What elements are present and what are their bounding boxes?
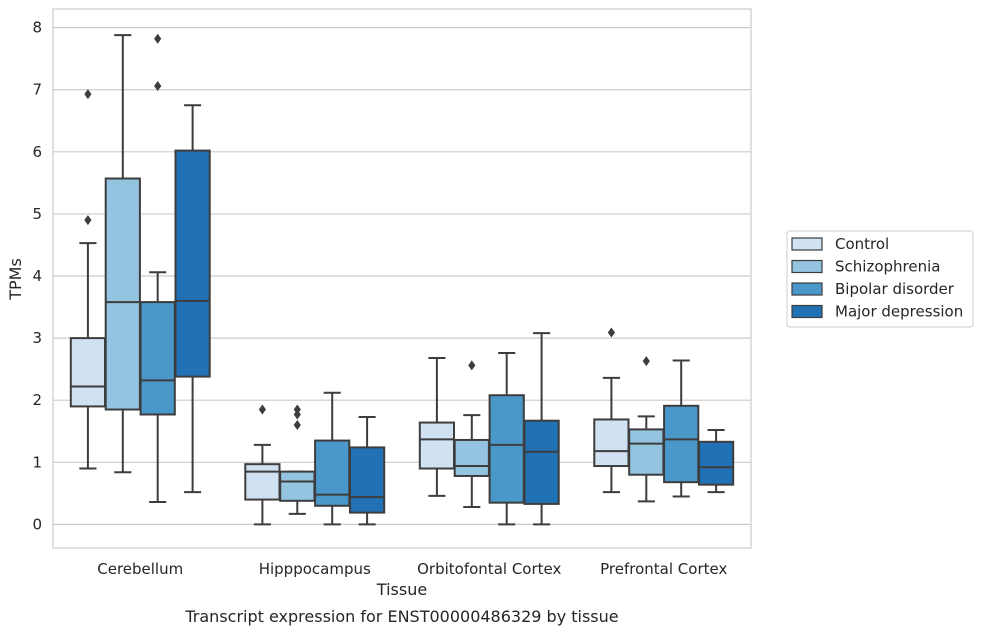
box-group (453, 360, 490, 509)
x-tick-label: Orbitofontal Cortex (417, 560, 561, 578)
outlier-point (293, 404, 301, 415)
box (348, 446, 386, 514)
y-tick-label: 3 (32, 329, 42, 347)
x-axis-label: Tissue (376, 580, 427, 599)
legend-label: Bipolar disorder (835, 280, 955, 298)
legend: Control Schizophrenia Bipolar disorder Majo… (786, 230, 974, 328)
x-axis-ticks: Cerebellum Hipppocampus Orbitofontal Corte… (97, 560, 727, 578)
outlier-point (293, 420, 301, 431)
box-group (69, 89, 107, 470)
y-tick-label: 7 (32, 81, 42, 99)
plot-frame (52, 8, 752, 549)
box (593, 418, 630, 468)
box (418, 421, 456, 470)
box-plots (69, 33, 735, 526)
box-group (663, 359, 700, 498)
outlier-point (642, 356, 650, 367)
box (244, 463, 281, 501)
outlier-point (84, 89, 92, 100)
outlier-point (154, 81, 162, 91)
box-group (488, 352, 525, 526)
y-tick-label: 1 (32, 453, 42, 471)
legend-frame (786, 230, 974, 328)
legend-swatch (791, 237, 823, 251)
y-tick-label: 4 (32, 267, 42, 285)
box (104, 177, 141, 411)
outlier-point (84, 215, 92, 226)
legend-swatch (791, 304, 823, 319)
outlier-point (154, 33, 162, 44)
box (663, 404, 700, 484)
x-tick-label: Prefrontal Cortex (600, 560, 727, 578)
box-group (523, 332, 560, 526)
box-group (279, 404, 316, 515)
box-group (348, 415, 386, 526)
legend-swatch (791, 259, 823, 274)
y-tick-label: 6 (32, 143, 42, 161)
box (697, 440, 735, 486)
outlier-point (607, 327, 615, 338)
y-tick-label: 0 (32, 515, 42, 533)
box-group (104, 34, 141, 474)
chart-caption: Transcript expression for ENST0000048632… (184, 607, 618, 626)
outlier-point (468, 360, 476, 371)
y-tick-label: 8 (32, 19, 42, 37)
y-tick-label: 5 (32, 205, 42, 223)
box (488, 394, 525, 504)
box-group (593, 327, 630, 494)
y-tick-label: 2 (32, 391, 42, 409)
box (69, 337, 107, 408)
legend-label: Major depression (835, 303, 963, 321)
box-group (628, 356, 665, 503)
box-group (314, 391, 351, 526)
box (279, 470, 316, 502)
y-axis-label: TPMs (6, 258, 25, 301)
legend-label: Control (835, 235, 889, 253)
box (314, 439, 351, 507)
box (523, 419, 560, 505)
legend-swatch (791, 282, 823, 296)
box (139, 301, 176, 416)
outlier-point (258, 404, 266, 415)
box (453, 438, 490, 477)
box (174, 149, 211, 378)
legend-label: Schizophrenia (835, 258, 940, 276)
box-group (418, 356, 456, 497)
box-group (174, 104, 211, 494)
x-tick-label: Cerebellum (97, 560, 183, 578)
box-group (244, 404, 281, 526)
box (628, 428, 665, 476)
y-axis-ticks: 0 1 2 3 4 5 6 7 8 (32, 19, 42, 534)
box-group (697, 429, 735, 494)
x-tick-label: Hipppocampus (259, 560, 371, 578)
